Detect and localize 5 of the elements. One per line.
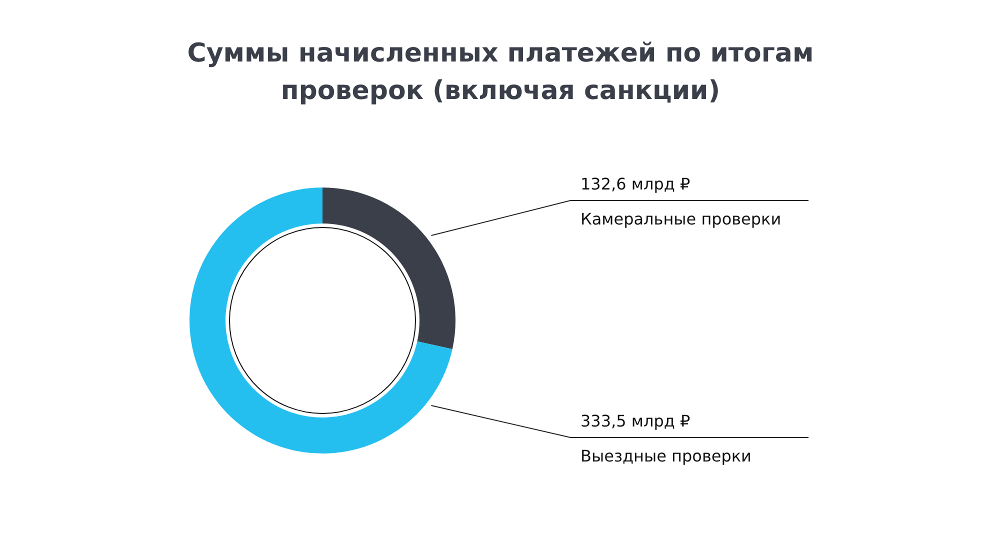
data-label: 333,5 млрд ₽: [580, 412, 690, 430]
data-label: 132,6 млрд ₽: [580, 174, 690, 194]
chart-title: Суммы начисленных платежей по итогам проверок (включая санкции): [187, 38, 814, 106]
slice-label: Камеральные проверки: [580, 210, 782, 228]
slice-label: Выездные проверки: [580, 446, 752, 466]
